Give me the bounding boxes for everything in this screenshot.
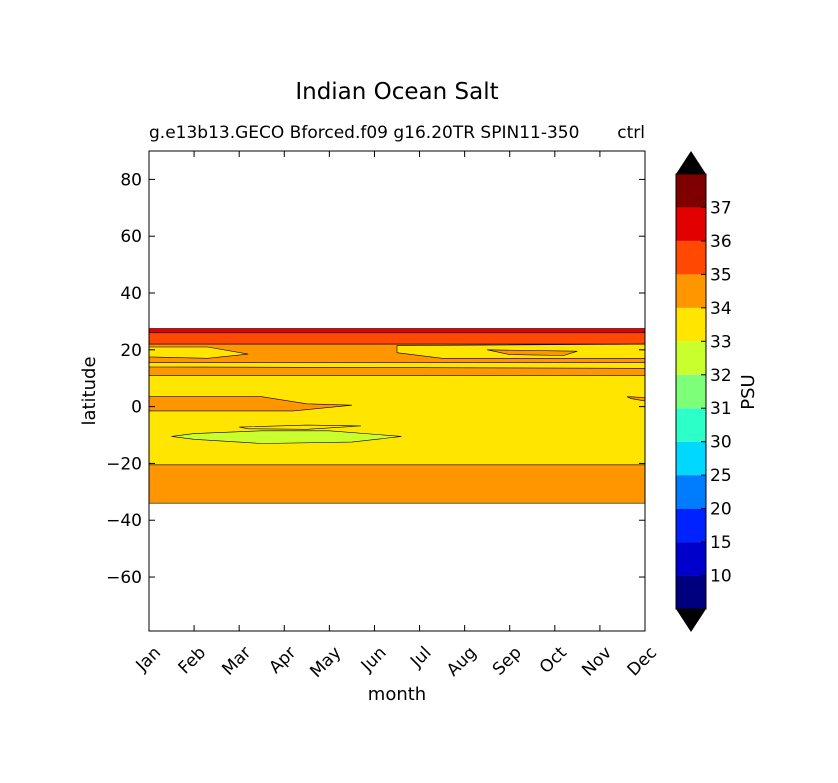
y-axis-label: latitude bbox=[79, 356, 100, 425]
colorbar-tick-label: 31 bbox=[710, 399, 732, 419]
colorbar-tick-label: 20 bbox=[710, 500, 732, 520]
colorbar-segment bbox=[676, 207, 706, 241]
contour-layer bbox=[149, 328, 645, 504]
colorbar-segment bbox=[676, 307, 706, 342]
colorbar-tick-label: 10 bbox=[710, 567, 732, 587]
y-tick-label: 20 bbox=[120, 341, 142, 361]
x-tick-label: Apr bbox=[265, 643, 300, 678]
chart-title: Indian Ocean Salt bbox=[295, 79, 498, 105]
x-tick-label: Jul bbox=[406, 643, 435, 672]
x-tick-label: May bbox=[306, 643, 345, 682]
colorbar-tick-label: 25 bbox=[710, 466, 732, 486]
colorbar-extend-top bbox=[676, 151, 706, 174]
x-axis-label: month bbox=[368, 684, 426, 705]
contour-band-3 bbox=[149, 375, 645, 466]
y-tick-label: −20 bbox=[106, 454, 142, 474]
x-tick-label: Jun bbox=[357, 643, 391, 677]
colorbar-tick-label: 37 bbox=[710, 198, 732, 218]
colorbar-tick-label: 15 bbox=[710, 533, 732, 553]
colorbar-segment bbox=[676, 542, 706, 576]
y-axis: 80 60 40 20 0 −20 −40 −60 bbox=[106, 170, 645, 588]
x-tick-label: Oct bbox=[536, 643, 571, 678]
contour-band-4 bbox=[149, 464, 645, 504]
chart-subtitle-right: ctrl bbox=[617, 123, 645, 143]
contour-patch-6 bbox=[239, 424, 361, 430]
y-tick-label: −60 bbox=[106, 568, 142, 588]
contour-band-0 bbox=[149, 328, 645, 334]
contour-patch-0 bbox=[149, 346, 249, 359]
colorbar-segment bbox=[676, 174, 706, 208]
plot-frame bbox=[148, 150, 646, 632]
colorbar-label: PSU bbox=[738, 374, 759, 409]
colorbar-tick-label: 33 bbox=[710, 332, 732, 352]
colorbar: 10 15 20 25 30 31 32 33 34 35 36 37 bbox=[675, 151, 732, 632]
contour-patch-2 bbox=[487, 349, 578, 356]
contour-band-1 bbox=[149, 332, 645, 345]
colorbar-tick-label: 30 bbox=[710, 433, 732, 453]
x-tick-label: Mar bbox=[218, 643, 255, 680]
colorbar-frame bbox=[675, 173, 707, 610]
colorbar-segment bbox=[676, 441, 706, 476]
contour-patch-4 bbox=[149, 396, 352, 412]
colorbar-segment bbox=[676, 475, 706, 509]
colorbar-segment bbox=[676, 274, 706, 308]
contour-patch-7 bbox=[626, 396, 645, 402]
colorbar-tick-label: 36 bbox=[710, 232, 732, 252]
colorbar-tick-label: 35 bbox=[710, 265, 732, 285]
chart-subtitle-left: g.e13b13.GECO Bforced.f09 g16.20TR SPIN1… bbox=[149, 123, 579, 143]
y-tick-label: −40 bbox=[106, 511, 142, 531]
x-tick-label: Dec bbox=[624, 643, 661, 680]
colorbar-segment bbox=[676, 508, 706, 543]
contour-patch-5 bbox=[171, 430, 402, 444]
colorbar-segment bbox=[676, 408, 706, 442]
colorbar-segment bbox=[676, 575, 706, 609]
y-tick-label: 0 bbox=[131, 398, 142, 418]
colorbar-segment bbox=[676, 240, 706, 275]
y-tick-label: 60 bbox=[120, 227, 142, 247]
x-tick-label: Jan bbox=[132, 643, 165, 676]
x-tick-label: Aug bbox=[443, 643, 481, 681]
colorbar-segment bbox=[676, 341, 706, 375]
contour-patch-3 bbox=[149, 362, 645, 369]
x-tick-label: Nov bbox=[578, 643, 616, 681]
x-tick-label: Feb bbox=[175, 643, 210, 678]
colorbar-tick-label: 32 bbox=[710, 366, 732, 386]
colorbar-extend-bottom bbox=[676, 609, 706, 632]
colorbar-tick-label: 34 bbox=[710, 299, 732, 319]
y-tick-label: 80 bbox=[120, 170, 142, 190]
x-tick-label: Sep bbox=[489, 643, 526, 680]
colorbar-segment bbox=[676, 374, 706, 409]
y-tick-label: 40 bbox=[120, 284, 142, 304]
